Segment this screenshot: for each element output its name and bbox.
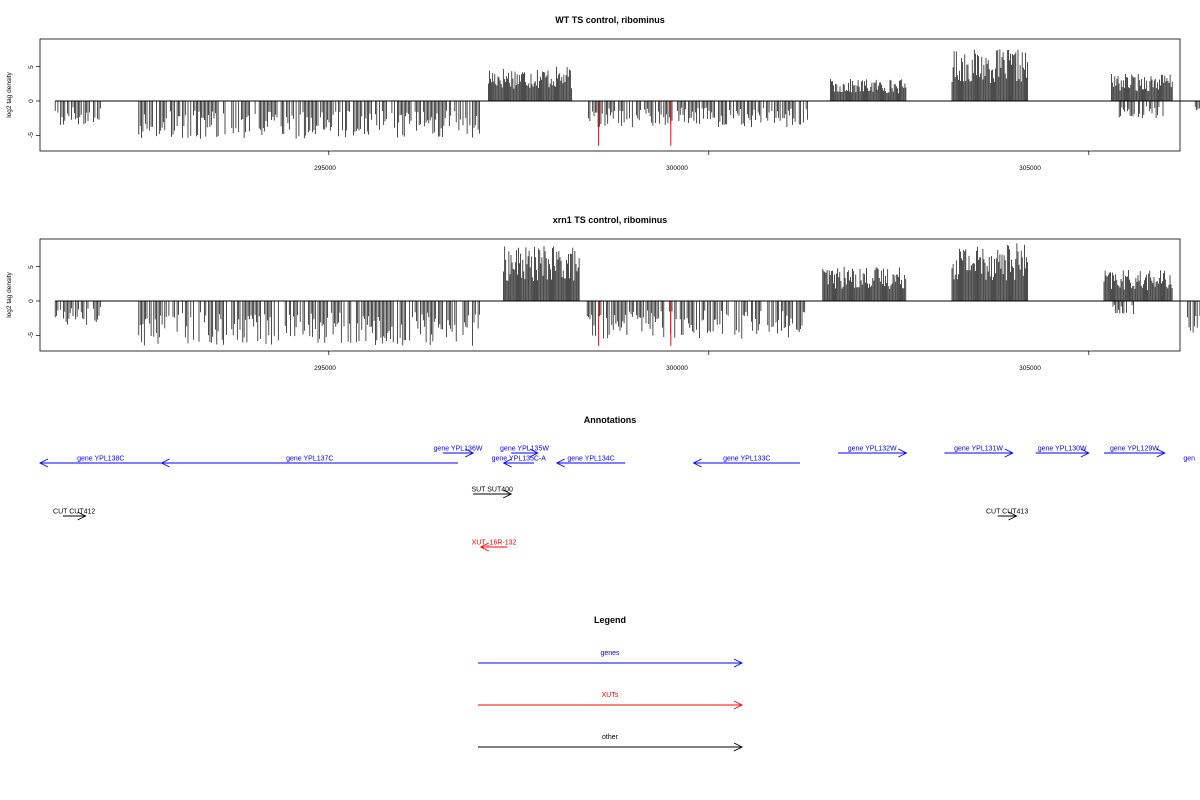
legend-arrowhead <box>733 658 744 668</box>
density-bars <box>54 49 1200 139</box>
annotation-arrowhead <box>160 458 170 468</box>
annotation-arrowhead <box>1008 511 1018 521</box>
legend: Legend genes XUTs other <box>478 615 744 752</box>
annotations-title: Annotations <box>584 415 637 425</box>
plot-frame <box>39 38 1181 152</box>
annotation-label: SUT SUT400 <box>471 487 513 494</box>
annotation-feature: gene YPL130W <box>1035 446 1090 458</box>
wt-ytick-label: -5 <box>28 132 35 138</box>
legend-label: genes <box>600 650 620 657</box>
annotation-arrowhead <box>1156 448 1166 458</box>
annotation-arrowhead <box>479 542 490 552</box>
annotation-label: gene YPL129W <box>1110 446 1159 453</box>
annotation-feature: gene YPL135C-A <box>492 456 547 468</box>
annotation-label: XUT_16R-132 <box>472 540 517 547</box>
plot-frame <box>39 238 1181 352</box>
annotation-arrowhead <box>1080 448 1090 458</box>
annotation-label: gene YPL131W <box>954 446 1003 453</box>
annotation-label: gene YPL135C-A <box>492 456 547 463</box>
wt-xtick-label: 295000 <box>314 165 336 172</box>
annotation-label: gene YPL136W <box>434 446 483 453</box>
annotation-label: gene YPL133C <box>723 456 770 463</box>
wt-xtick-label: 305000 <box>1019 165 1041 172</box>
legend-item: genes <box>478 650 744 668</box>
wt-ytick-label: 5 <box>28 65 35 69</box>
annotation-feature: CUT CUT413 <box>986 509 1028 521</box>
wt-track-title: WT TS control, ribominus <box>555 15 665 25</box>
annotation-label: CUT CUT413 <box>986 509 1028 516</box>
xrn1-xtick-label: 295000 <box>314 365 336 372</box>
wt-track-panel: WT TS control, ribominus log2 tag densit… <box>6 15 1200 172</box>
annotation-arrowhead <box>502 489 513 499</box>
annotation-arrowhead <box>529 448 539 458</box>
annotation-feature: SUT SUT400 <box>471 487 513 499</box>
annotation-feature: gene YPL129W <box>1104 446 1166 458</box>
annotation-feature: gene YPL136W <box>434 446 483 458</box>
annotation-label: CUT CUT412 <box>53 509 95 516</box>
annotation-label: gene YPL135W <box>500 446 549 453</box>
xrn1-y-axis-label: log2 tag density <box>6 271 13 317</box>
annotation-feature: gene YPL133C <box>692 456 800 468</box>
legend-item: other <box>478 734 744 752</box>
annotations-track: Annotations gene YPL138C gene YPL137C gene… <box>38 415 1195 552</box>
xrn1-track-title: xrn1 TS control, ribominus <box>553 215 668 225</box>
annotation-label: gene YPL138C <box>77 456 124 463</box>
annotation-arrowhead <box>692 458 702 468</box>
annotation-feature: gene YPL135W <box>500 446 549 458</box>
annotation-feature: gene YPL138C <box>38 456 162 468</box>
xrn1-ytick-label: 0 <box>28 299 35 303</box>
annotation-arrowhead <box>38 458 49 468</box>
legend-title: Legend <box>594 615 626 625</box>
legend-item: XUTs <box>478 692 744 710</box>
annotation-feature: gene YPL137C <box>160 456 458 468</box>
annotation-arrowhead <box>464 448 475 458</box>
xrn1-ytick-label: -5 <box>28 332 35 338</box>
annotation-label: gen <box>1183 456 1195 463</box>
annotation-arrowhead <box>898 448 908 458</box>
annotation-arrowhead <box>1004 448 1014 458</box>
xrn1-xtick-label: 305000 <box>1019 365 1041 372</box>
annotation-feature: gene YPL134C <box>555 456 626 468</box>
annotation-label: gene YPL134C <box>567 456 614 463</box>
annotation-arrowhead <box>555 458 566 468</box>
annotation-feature: gene YPL132W <box>838 446 908 458</box>
annotation-label: gene YPL130W <box>1038 446 1087 453</box>
wt-xtick-label: 300000 <box>666 165 688 172</box>
legend-arrowhead <box>733 742 744 752</box>
xrn1-track-panel: xrn1 TS control, ribominus log2 tag dens… <box>6 215 1200 372</box>
annotation-label: gene YPL137C <box>286 456 333 463</box>
annotation-feature: gene YPL131W <box>944 446 1014 458</box>
legend-label: XUTs <box>602 692 619 699</box>
annotation-feature: gen <box>1183 456 1195 463</box>
annotation-feature: XUT_16R-132 <box>472 540 517 552</box>
density-bars <box>54 243 1200 346</box>
annotation-arrowhead <box>502 458 512 468</box>
annotation-arrowhead <box>77 511 87 521</box>
annotation-label: gene YPL132W <box>848 446 897 453</box>
legend-label: other <box>602 734 619 741</box>
wt-ytick-label: 0 <box>28 99 35 103</box>
xrn1-xtick-label: 300000 <box>666 365 688 372</box>
wt-y-axis-label: log2 tag density <box>6 71 13 117</box>
legend-arrowhead <box>733 700 744 710</box>
annotation-feature: CUT CUT412 <box>53 509 95 521</box>
xrn1-ytick-label: 5 <box>28 265 35 269</box>
